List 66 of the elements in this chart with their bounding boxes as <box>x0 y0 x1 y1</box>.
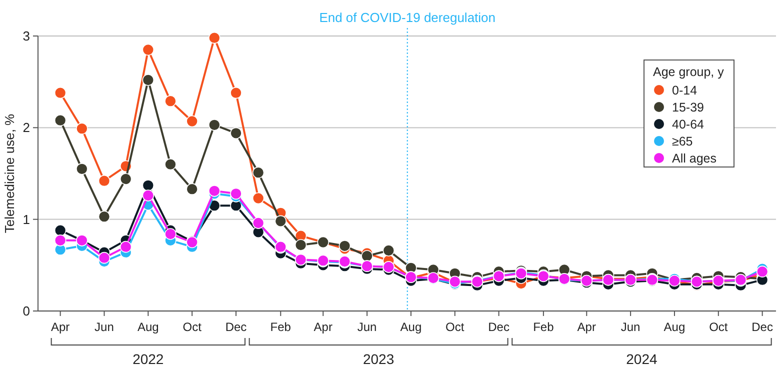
x-tick-label: Jun <box>620 320 640 334</box>
x-tick-label: Feb <box>533 320 554 334</box>
x-tick-label: Apr <box>50 320 70 334</box>
point <box>756 266 768 278</box>
y-tick-label: 2 <box>22 120 30 136</box>
point <box>230 127 242 140</box>
point <box>54 86 66 99</box>
x-tick-label: Jun <box>357 320 377 334</box>
legend-label: 15-39 <box>672 100 704 114</box>
x-tick-label: Apr <box>314 320 332 334</box>
y-tick-label: 3 <box>22 28 30 44</box>
point <box>164 158 176 170</box>
text: 2024 <box>626 351 658 367</box>
x-tick-label: Aug <box>664 320 686 334</box>
y-tick-label: 0 <box>22 304 30 319</box>
x-tick-label: Dec <box>752 320 773 334</box>
point <box>382 244 395 256</box>
point <box>338 240 351 252</box>
point <box>142 180 154 192</box>
point <box>54 224 66 236</box>
point <box>164 95 176 107</box>
point <box>230 188 242 200</box>
x-tick-label: Dec <box>225 320 247 334</box>
point <box>142 74 154 86</box>
legend-title: Age group, y <box>653 65 725 79</box>
point <box>208 185 220 197</box>
point <box>252 192 264 204</box>
point <box>98 174 110 187</box>
point <box>120 240 132 253</box>
point <box>142 44 154 56</box>
x-tick-label: Aug <box>137 320 159 334</box>
x-tick-label: Dec <box>488 320 510 334</box>
point <box>208 119 220 131</box>
point <box>230 86 242 99</box>
legend-label: 40-64 <box>672 117 704 132</box>
point <box>98 252 110 264</box>
point <box>186 115 198 128</box>
x-tick-label: Jun <box>94 320 114 334</box>
x-tick-label: Oct <box>709 320 728 334</box>
point <box>76 163 88 175</box>
legend-label: All ages <box>672 151 716 166</box>
point <box>294 239 307 251</box>
point <box>164 228 176 240</box>
text: 2022 <box>132 351 164 367</box>
point <box>274 215 287 228</box>
ref-line-label: End of COVID-19 deregulation <box>319 10 496 25</box>
legend-label: ≥65 <box>672 134 693 148</box>
y-tick-label: 1 <box>22 212 30 227</box>
point <box>98 210 110 222</box>
x-tick-label: Oct <box>182 320 202 334</box>
y-axis-title: Telemedicine use, % <box>2 113 17 234</box>
point <box>142 190 154 202</box>
point <box>54 234 66 246</box>
legend-label: 0-14 <box>672 83 698 98</box>
point <box>120 173 132 185</box>
point <box>208 32 220 44</box>
text: 2023 <box>362 351 394 367</box>
x-tick-label: Aug <box>400 320 422 334</box>
x-tick-label: Oct <box>446 320 465 334</box>
point <box>186 183 198 195</box>
point <box>361 250 373 262</box>
x-tick-label: Feb <box>270 320 292 334</box>
point <box>252 166 264 178</box>
point <box>54 114 66 126</box>
point <box>76 122 88 134</box>
x-tick-label: Apr <box>577 320 596 334</box>
